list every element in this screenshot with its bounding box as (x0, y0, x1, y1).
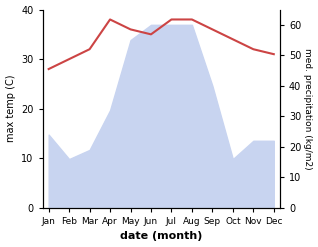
Y-axis label: med. precipitation (kg/m2): med. precipitation (kg/m2) (303, 48, 313, 169)
X-axis label: date (month): date (month) (120, 231, 203, 242)
Y-axis label: max temp (C): max temp (C) (5, 75, 16, 143)
